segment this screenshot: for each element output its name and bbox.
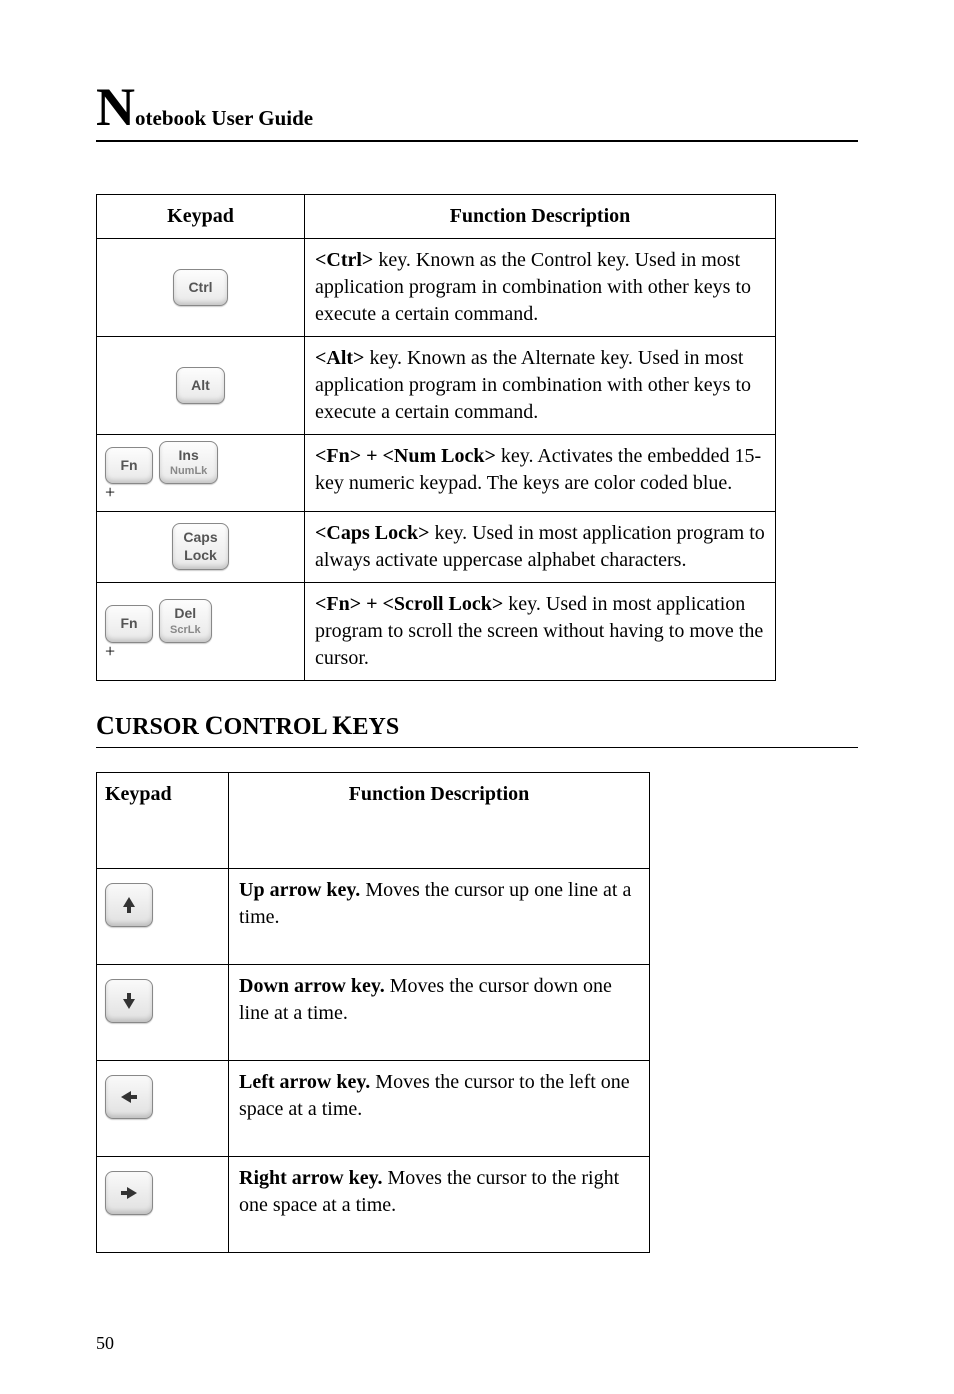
keypad-cell: Alt <box>97 337 305 435</box>
desc-cell: <Fn> + <Num Lock> key. Activates the emb… <box>305 435 776 512</box>
keypad-cell: FnInsNumLk+ <box>97 435 305 512</box>
desc-bold: <Alt> <box>315 347 364 369</box>
keypad-cell: FnDelScrLk+ <box>97 582 305 680</box>
desc-cell: Down arrow key. Moves the cursor down on… <box>229 964 650 1060</box>
desc-cell: <Alt> key. Known as the Alternate key. U… <box>305 337 776 435</box>
desc-cell: <Fn> + <Scroll Lock> key. Used in most a… <box>305 582 776 680</box>
left-arrow-key-icon <box>105 1075 153 1119</box>
t2-header-keypad: Keypad <box>97 772 229 868</box>
section-cap: C <box>205 711 224 740</box>
desc-bold: <Fn> + <Scroll Lock> <box>315 593 503 615</box>
desc-cell: Up arrow key. Moves the cursor up one li… <box>229 868 650 964</box>
keypad-cell <box>97 868 229 964</box>
desc-bold: Up arrow key. <box>239 879 360 901</box>
desc-bold: <Caps Lock> <box>315 522 429 544</box>
desc-cell: Right arrow key. Moves the cursor to the… <box>229 1156 650 1252</box>
desc-bold: <Fn> + <Num Lock> <box>315 445 496 467</box>
plus-icon: + <box>101 480 300 504</box>
desc-cell: <Ctrl> key. Known as the Control key. Us… <box>305 239 776 337</box>
section-cap: C <box>96 711 115 740</box>
desc-text: key. Known as the Alternate key. Used in… <box>315 347 751 423</box>
page-number: 50 <box>96 1333 858 1354</box>
table-row: Right arrow key. Moves the cursor to the… <box>97 1156 650 1252</box>
keypad-function-table: Keypad Function Description Ctrl <Ctrl> k… <box>96 194 776 681</box>
right-arrow-key-icon <box>105 1171 153 1215</box>
key-icon: Fn <box>105 447 153 484</box>
key-icon: Alt <box>176 367 225 404</box>
key-icon: CapsLock <box>172 523 228 570</box>
table-row: Left arrow key. Moves the cursor to the … <box>97 1060 650 1156</box>
table-row: Alt <Alt> key. Known as the Alternate key… <box>97 337 776 435</box>
cursor-keys-table: Keypad Function Description Up arrow key… <box>96 772 650 1253</box>
section-rest: ONTROL <box>224 714 327 740</box>
desc-bold: Down arrow key. <box>239 975 385 997</box>
keypad-cell: Ctrl <box>97 239 305 337</box>
keypad-cell <box>97 964 229 1060</box>
desc-cell: Left arrow key. Moves the cursor to the … <box>229 1060 650 1156</box>
table-row: Ctrl <Ctrl> key. Known as the Control key… <box>97 239 776 337</box>
key-icon: DelScrLk <box>159 599 212 642</box>
keypad-cell <box>97 1060 229 1156</box>
table-row: FnDelScrLk+<Fn> + <Scroll Lock> key. Use… <box>97 582 776 680</box>
keypad-cell <box>97 1156 229 1252</box>
table-row: CapsLock <Caps Lock> key. Used in most ap… <box>97 511 776 582</box>
section-rest: EYS <box>353 714 400 740</box>
desc-bold: <Ctrl> <box>315 249 373 271</box>
up-arrow-key-icon <box>105 883 153 927</box>
t1-header-desc: Function Description <box>305 195 776 239</box>
t1-header-keypad: Keypad <box>97 195 305 239</box>
down-arrow-key-icon <box>105 979 153 1023</box>
key-icon: InsNumLk <box>159 441 218 484</box>
section-cap: K <box>332 711 352 740</box>
header-big-letter: N <box>96 77 135 137</box>
table-row: FnInsNumLk+<Fn> + <Num Lock> key. Activa… <box>97 435 776 512</box>
page-header: Notebook User Guide <box>96 80 858 142</box>
keypad-cell: CapsLock <box>97 511 305 582</box>
key-icon: Ctrl <box>173 269 227 306</box>
desc-cell: <Caps Lock> key. Used in most applicatio… <box>305 511 776 582</box>
desc-bold: Left arrow key. <box>239 1071 370 1093</box>
table-row: Down arrow key. Moves the cursor down on… <box>97 964 650 1060</box>
key-icon: Fn <box>105 605 153 642</box>
table-row: Up arrow key. Moves the cursor up one li… <box>97 868 650 964</box>
section-rest: URSOR <box>115 714 199 740</box>
header-rest: otebook User Guide <box>135 106 313 130</box>
t2-header-desc: Function Description <box>229 772 650 868</box>
desc-bold: Right arrow key. <box>239 1167 383 1189</box>
section-title-cursor: CURSOR CONTROL KEYS <box>96 711 858 748</box>
desc-text: key. Known as the Control key. Used in m… <box>315 249 751 325</box>
